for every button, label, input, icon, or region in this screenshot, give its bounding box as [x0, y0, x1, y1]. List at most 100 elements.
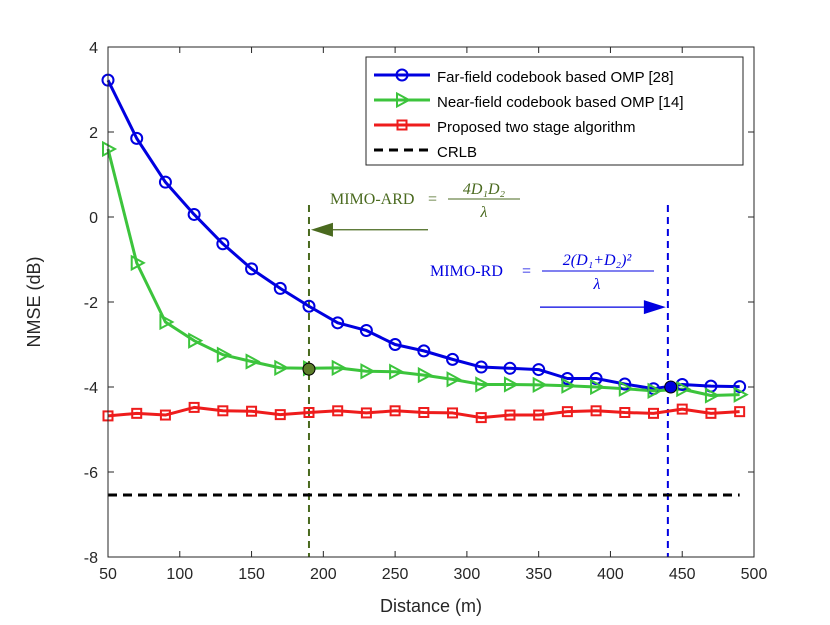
- data-point-far-field-codebook-based-omp-28: [158, 175, 172, 189]
- data-point-near-field-codebook-based-omp-14: [561, 377, 577, 394]
- data-point-far-field-codebook-based-omp-28: [273, 281, 287, 295]
- data-point-proposed-two-stage-algorithm: [389, 405, 401, 417]
- data-point-near-field-codebook-based-omp-14: [590, 378, 606, 396]
- data-point-near-field-codebook-based-omp-14: [245, 353, 261, 370]
- data-point-proposed-two-stage-algorithm: [676, 403, 688, 415]
- data-point-near-field-codebook-based-omp-14: [704, 387, 721, 404]
- legend-marker-proposed-two-stage-algorithm: [396, 119, 408, 131]
- y-tick-label: -8: [84, 550, 98, 567]
- data-point-proposed-two-stage-algorithm: [418, 407, 430, 418]
- series-line-proposed-two-stage-algorithm: [107, 405, 740, 420]
- data-point-far-field-codebook-based-omp-28: [733, 380, 747, 394]
- x-tick-label: 100: [166, 566, 193, 583]
- axis-ticks: [107, 46, 755, 558]
- data-point-near-field-codebook-based-omp-14: [274, 359, 290, 377]
- data-point-far-field-codebook-based-omp-28: [417, 344, 431, 358]
- mimo-ard-denominator: λ: [480, 204, 488, 221]
- mimo-ard-label: MIMO-ARD: [330, 191, 414, 208]
- mimo-ard-equals: =: [428, 191, 437, 208]
- annotation-points: [302, 362, 678, 394]
- x-tick-label: 300: [454, 566, 481, 583]
- annotation-arrows: [310, 222, 666, 315]
- data-point-near-field-codebook-based-omp-14: [618, 380, 634, 397]
- data-point-proposed-two-stage-algorithm: [246, 405, 258, 417]
- markers-layer: [101, 73, 749, 424]
- series-line-far-field-codebook-based-omp-28: [106, 79, 740, 391]
- data-point-far-field-codebook-based-omp-28: [503, 361, 517, 375]
- data-point-proposed-two-stage-algorithm: [360, 407, 372, 419]
- data-point-near-field-codebook-based-omp-14: [475, 376, 491, 393]
- legend-label-near-field: Near-field codebook based OMP [14]: [437, 94, 684, 111]
- data-point-proposed-two-stage-algorithm: [274, 409, 286, 421]
- y-axis-title: NMSE (dB): [24, 256, 44, 347]
- x-tick-label: 250: [382, 566, 409, 583]
- x-tick-label: 50: [99, 566, 117, 583]
- data-point-near-field-codebook-based-omp-14: [102, 140, 118, 158]
- series-layer: [106, 79, 740, 497]
- mimo-rd-denominator: λ: [593, 276, 601, 293]
- mimo-ard-intersection-point: [302, 362, 316, 376]
- data-point-near-field-codebook-based-omp-14: [389, 363, 405, 380]
- x-tick-label: 350: [525, 566, 552, 583]
- data-point-far-field-codebook-based-omp-28: [359, 323, 373, 337]
- tick-labels: 50 100 150 200 250 300 350 400 450 500 -8 -6 -4 -2 0 2 4: [84, 40, 768, 583]
- legend: Far-field codebook based OMP [28] Near-f…: [365, 56, 744, 166]
- y-tick-label: 2: [89, 125, 98, 142]
- x-tick-label: 400: [597, 566, 624, 583]
- mimo-rd-arrow-head: [643, 300, 666, 315]
- y-tick-label: -4: [84, 380, 98, 397]
- series-line-near-field-codebook-based-omp-14: [106, 148, 740, 397]
- data-point-proposed-two-stage-algorithm: [159, 409, 171, 421]
- mimo-rd-label: MIMO-RD: [430, 263, 503, 280]
- data-point-near-field-codebook-based-omp-14: [360, 363, 376, 380]
- data-point-proposed-two-stage-algorithm: [590, 405, 602, 417]
- data-point-far-field-codebook-based-omp-28: [388, 338, 402, 351]
- data-point-near-field-codebook-based-omp-14: [159, 313, 175, 331]
- data-point-far-field-codebook-based-omp-28: [216, 237, 230, 251]
- data-point-near-field-codebook-based-omp-14: [331, 359, 347, 377]
- y-tick-label: 4: [89, 40, 98, 57]
- x-axis-title: Distance (m): [380, 596, 482, 616]
- mimo-ard-numerator: 4D₁D₂: [463, 181, 506, 198]
- y-tick-label: -6: [84, 465, 98, 482]
- data-point-near-field-codebook-based-omp-14: [647, 382, 663, 400]
- mimo-rd-annotation: MIMO-RD = 2(D₁+D₂)² λ: [430, 252, 654, 293]
- x-tick-label: 150: [238, 566, 265, 583]
- legend-marker-far-field-codebook-based-omp-28: [395, 68, 409, 82]
- y-tick-label: -2: [84, 295, 98, 312]
- data-point-proposed-two-stage-algorithm: [217, 405, 229, 417]
- data-point-far-field-codebook-based-omp-28: [532, 363, 546, 377]
- data-point-near-field-codebook-based-omp-14: [216, 346, 232, 363]
- data-point-near-field-codebook-based-omp-14: [188, 332, 204, 349]
- data-point-near-field-codebook-based-omp-14: [417, 366, 433, 384]
- data-point-far-field-codebook-based-omp-28: [245, 262, 259, 276]
- y-tick-label: 0: [89, 210, 98, 227]
- data-point-proposed-two-stage-algorithm: [561, 406, 573, 418]
- data-point-near-field-codebook-based-omp-14: [676, 380, 692, 398]
- data-point-proposed-two-stage-algorithm: [504, 409, 516, 421]
- data-point-proposed-two-stage-algorithm: [734, 406, 746, 418]
- x-tick-label: 500: [741, 566, 768, 583]
- mimo-ard-arrow-head: [310, 222, 333, 237]
- data-point-proposed-two-stage-algorithm: [447, 407, 459, 419]
- data-point-proposed-two-stage-algorithm: [648, 407, 660, 419]
- data-point-proposed-two-stage-algorithm: [475, 412, 487, 424]
- data-point-far-field-codebook-based-omp-28: [302, 299, 316, 313]
- mimo-rd-numerator: 2(D₁+D₂)²: [563, 252, 633, 269]
- mimo-rd-intersection-point: [664, 380, 678, 394]
- data-point-near-field-codebook-based-omp-14: [733, 386, 749, 403]
- legend-label-far-field: Far-field codebook based OMP [28]: [437, 69, 674, 86]
- annotation-lines: [307, 205, 669, 557]
- data-point-near-field-codebook-based-omp-14: [532, 376, 548, 394]
- legend-label-crlb: CRLB: [437, 144, 477, 161]
- data-point-near-field-codebook-based-omp-14: [130, 254, 146, 272]
- x-tick-label: 450: [669, 566, 696, 583]
- data-point-proposed-two-stage-algorithm: [332, 405, 344, 417]
- data-point-proposed-two-stage-algorithm: [705, 407, 717, 419]
- data-point-proposed-two-stage-algorithm: [303, 407, 315, 418]
- data-point-far-field-codebook-based-omp-28: [331, 316, 345, 330]
- legend-marker-near-field-codebook-based-omp-14: [396, 91, 412, 109]
- data-point-proposed-two-stage-algorithm: [533, 409, 545, 421]
- data-point-proposed-two-stage-algorithm: [131, 407, 143, 419]
